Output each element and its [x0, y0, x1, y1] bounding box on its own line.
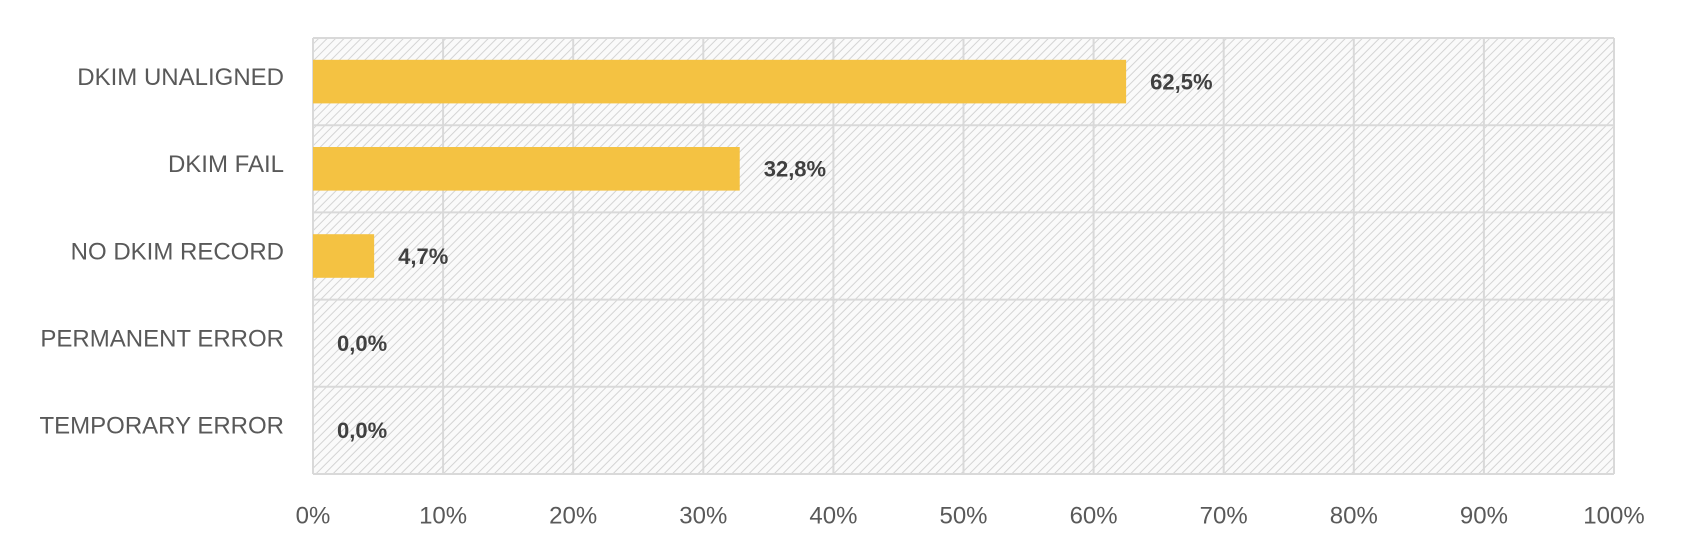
- value-label: 32,8%: [764, 157, 826, 182]
- x-tick-label: 80%: [1330, 502, 1378, 529]
- value-label: 62,5%: [1150, 69, 1212, 94]
- x-tick-label: 90%: [1460, 502, 1508, 529]
- y-tick-label: NO DKIM RECORD: [71, 238, 284, 265]
- value-label: 0,0%: [337, 418, 387, 443]
- value-label: 0,0%: [337, 331, 387, 356]
- x-tick-label: 40%: [809, 502, 857, 529]
- y-tick-label: PERMANENT ERROR: [40, 326, 284, 353]
- x-tick-label: 50%: [939, 502, 987, 529]
- x-tick-label: 20%: [549, 502, 597, 529]
- x-tick-label: 10%: [419, 502, 467, 529]
- bar: [313, 59, 1127, 104]
- x-tick-label: 60%: [1070, 502, 1118, 529]
- y-tick-label: DKIM UNALIGNED: [77, 64, 284, 91]
- x-tick-label: 0%: [296, 502, 331, 529]
- x-tick-label: 70%: [1200, 502, 1248, 529]
- y-tick-label: DKIM FAIL: [168, 151, 284, 178]
- x-tick-label: 100%: [1583, 502, 1644, 529]
- y-tick-label: TEMPORARY ERROR: [40, 413, 285, 440]
- x-tick-label: 30%: [679, 502, 727, 529]
- bar: [313, 147, 740, 191]
- value-label: 4,7%: [398, 244, 448, 269]
- bar: [313, 234, 375, 278]
